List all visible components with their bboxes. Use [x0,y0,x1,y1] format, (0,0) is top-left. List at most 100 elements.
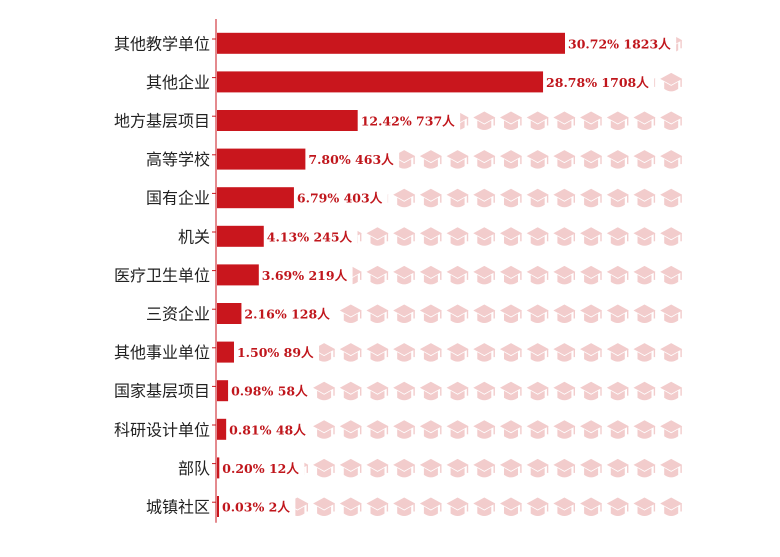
graduation-cap-icon [419,420,442,439]
graduation-cap-icon [473,111,496,130]
bar [217,496,219,517]
category-label: 机关 [178,227,210,246]
graduation-cap-icon [473,497,496,516]
graduation-cap-icon [419,227,442,246]
graduation-cap-icon [580,497,603,516]
graduation-cap-icon [633,420,656,439]
graduation-cap-icon [553,343,576,362]
graduation-cap-icon [393,343,416,362]
graduation-cap-icon [606,458,629,478]
graduation-cap-icon [313,497,336,516]
category-label: 高等学校 [146,150,210,169]
data-label: 30.72% 1823人 [568,36,671,51]
graduation-cap-icon [419,265,442,285]
graduation-cap-icon [366,381,389,401]
bar [217,148,306,170]
graduation-cap-icon [580,265,603,285]
graduation-cap-icon [526,420,549,439]
graduation-cap-icon [500,420,522,439]
graduation-cap-icon [339,458,362,478]
graduation-cap-icon [633,381,656,401]
graduation-cap-icon [339,304,362,323]
graduation-cap-icon [606,497,629,516]
graduation-cap-icon [446,381,469,401]
graduation-cap-icon [526,304,549,323]
graduation-cap-icon [366,227,389,246]
graduation-cap-icon [473,343,496,362]
graduation-cap-icon [633,304,656,323]
graduation-cap-icon [339,420,362,439]
bar-backdrop [217,493,296,520]
graduation-cap-icon [580,343,603,362]
graduation-cap-icon [526,458,549,478]
bar-backdrop [217,377,314,404]
graduation-cap-icon [553,150,576,169]
graduation-cap-icon [473,458,496,478]
graduation-cap-icon [660,227,683,246]
graduation-cap-icon [606,420,629,439]
graduation-cap-icon [366,265,389,285]
graduation-cap-icon [500,458,522,478]
category-label: 其他教学单位 [114,34,210,53]
data-label: 0.03% 2人 [222,500,290,515]
graduation-cap-icon [526,497,549,516]
graduation-cap-icon [660,188,683,208]
graduation-cap-icon [660,420,683,439]
graduation-cap-icon [580,111,603,130]
graduation-cap-icon [553,111,576,130]
graduation-cap-icon [660,381,683,401]
bar [217,264,259,286]
graduation-cap-icon [446,150,469,169]
data-label: 12.42% 737人 [361,114,455,129]
graduation-cap-icon [419,343,442,362]
graduation-cap-icon [366,458,389,478]
graduation-cap-icon [500,343,522,362]
category-label: 三资企业 [146,305,210,324]
category-label: 其他企业 [146,73,210,92]
graduation-cap-icon [580,420,603,439]
graduation-cap-icon [526,343,549,362]
bar [217,187,294,209]
graduation-cap-icon [606,188,629,208]
graduation-cap-icon [606,111,629,130]
bar [217,110,358,131]
bar [217,71,544,93]
category-label: 城镇社区 [146,498,210,517]
graduation-cap-icon [473,304,496,323]
bar [217,418,227,440]
graduation-cap-icon [393,265,416,285]
data-label: 4.13% 245人 [267,229,353,244]
data-label: 0.20% 12人 [222,461,299,476]
bar [217,32,565,54]
graduation-cap-icon [606,304,629,323]
graduation-cap-icon [473,150,496,169]
graduation-cap-icon [553,497,576,516]
graduation-cap-icon [633,150,656,169]
graduation-cap-icon [393,381,416,401]
graduation-cap-icon [446,420,469,439]
graduation-cap-icon [419,150,442,169]
graduation-cap-icon [553,265,576,285]
data-label: 3.69% 219人 [262,268,348,283]
graduation-cap-icon [500,304,522,323]
graduation-cap-icon [633,111,656,130]
graduation-cap-icon [526,381,549,401]
data-label: 1.50% 89人 [237,345,314,360]
graduation-cap-icon [446,265,469,285]
graduation-cap-icon [313,381,336,401]
graduation-cap-icon [419,497,442,516]
graduation-cap-icon [606,265,629,285]
category-label: 地方基层项目 [114,112,210,131]
category-label: 科研设计单位 [114,420,210,439]
graduation-cap-icon [526,227,549,246]
graduation-cap-icon [580,458,603,478]
graduation-cap-icon [446,227,469,246]
graduation-cap-icon [500,265,522,285]
graduation-cap-icon [633,343,656,362]
graduation-cap-icon [393,304,416,323]
data-label: 2.16% 128人 [244,307,330,322]
graduation-cap-icon [393,227,416,246]
graduation-cap-icon [580,188,603,208]
graduation-cap-icon [553,304,576,323]
graduation-cap-icon [366,420,389,439]
